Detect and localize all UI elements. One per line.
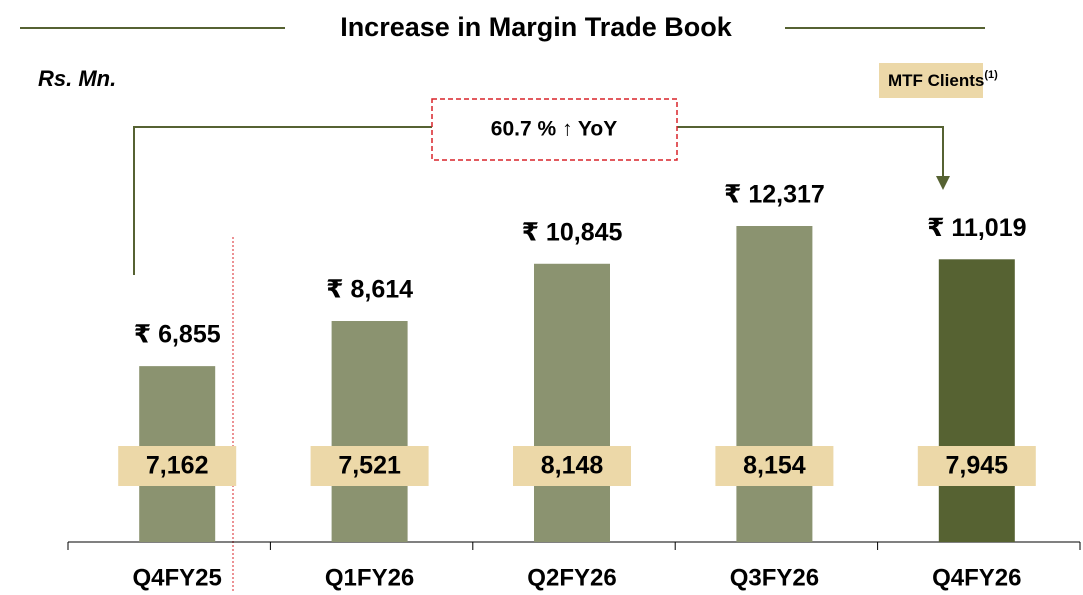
bar [938,259,1015,542]
bar [534,263,610,542]
client-label: 7,162 [146,452,209,480]
x-tick-label: Q2FY26 [527,564,616,591]
client-box [118,446,237,486]
x-tick-label: Q3FY26 [730,564,819,591]
client-label: 8,148 [541,452,604,480]
client-label: 8,154 [743,452,806,480]
value-label: ₹ 6,855 [134,321,221,349]
bar [736,226,813,542]
client-label: 7,521 [338,452,401,480]
value-label: ₹ 11,019 [927,214,1026,242]
growth-connector [677,126,944,180]
legend-name: MTF Clients [888,71,984,90]
chart-title: Increase in Margin Trade Book [340,12,733,42]
legend-footnote: (1) [984,69,998,81]
legend-label: MTF Clients(1) [888,69,998,91]
growth-box [431,98,678,161]
value-label: ₹ 12,317 [724,181,825,209]
x-tick-label: Q4FY25 [133,564,222,591]
legend-box [879,63,983,98]
growth-annotation: 60.7 % ↑ YoY [491,118,617,141]
value-label: ₹ 8,614 [326,276,413,304]
growth-connector [133,126,432,275]
client-box [310,446,429,486]
x-tick-label: Q4FY26 [932,564,1021,591]
x-tick-label: Q1FY26 [325,564,414,591]
client-box [715,446,834,486]
bar [331,321,408,542]
growth-arrowhead [936,176,950,190]
client-box [513,446,631,486]
unit-label: Rs. Mn. [38,66,116,91]
value-label: ₹ 10,845 [522,218,623,246]
client-box [917,446,1036,486]
client-label: 7,945 [946,452,1009,480]
